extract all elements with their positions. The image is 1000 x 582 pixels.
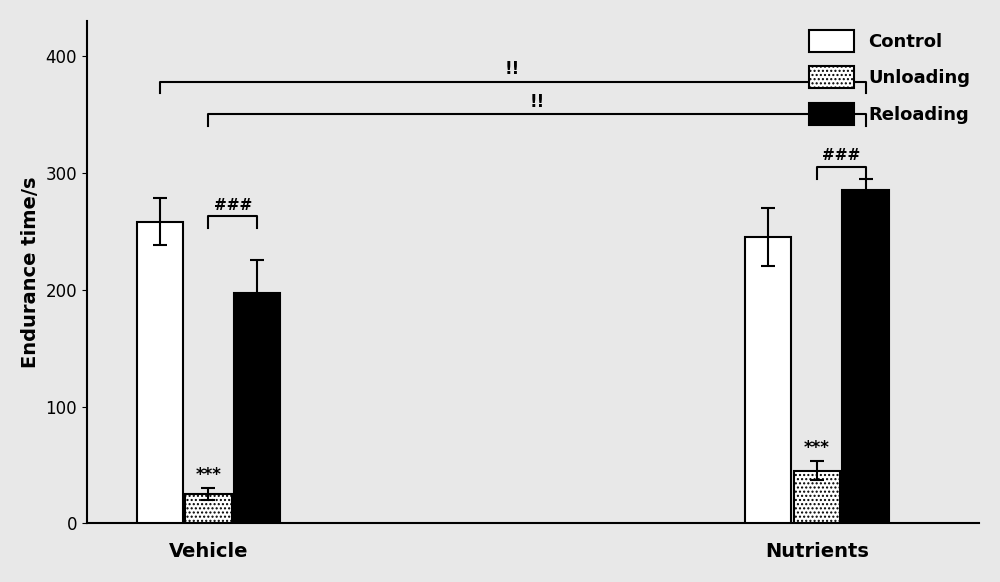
Legend: Control, Unloading, Reloading: Control, Unloading, Reloading — [809, 30, 970, 125]
Text: !!: !! — [529, 93, 545, 111]
Y-axis label: Endurance time/s: Endurance time/s — [21, 176, 40, 368]
Bar — [185, 494, 232, 523]
Bar — [745, 237, 791, 523]
Text: !!: !! — [505, 60, 520, 78]
Bar — [234, 293, 280, 523]
Text: ***: *** — [804, 439, 830, 457]
Text: ###: ### — [214, 197, 252, 212]
Bar — [137, 222, 183, 523]
Text: ***: *** — [195, 466, 221, 484]
Bar — [842, 190, 889, 523]
Text: ###: ### — [822, 148, 860, 164]
Bar — [794, 471, 840, 523]
